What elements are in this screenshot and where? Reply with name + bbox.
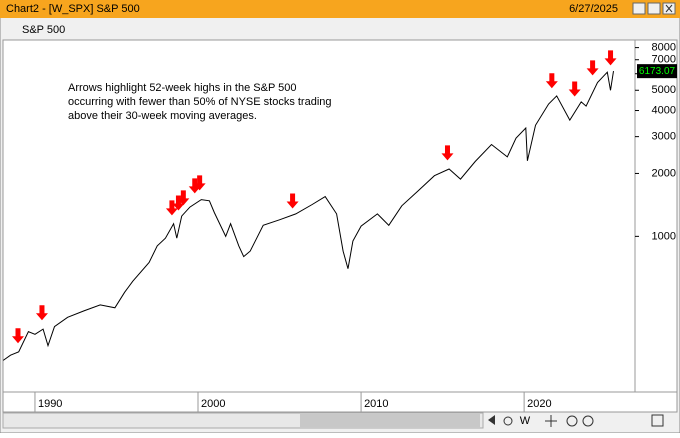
- scroll-thumb[interactable]: [300, 414, 480, 427]
- scroll-left[interactable]: [488, 415, 495, 425]
- y-tick-label: 7000: [652, 54, 676, 66]
- scrollbar[interactable]: W: [2, 412, 664, 429]
- high-arrow: [604, 50, 617, 66]
- y-tick-label: 1000: [652, 230, 676, 242]
- y-tick-label: 3000: [652, 131, 676, 143]
- pan-icon[interactable]: [545, 415, 557, 427]
- high-arrow: [586, 60, 599, 76]
- annotation: Arrows highlight 52-week highs in the S&…: [68, 82, 297, 94]
- x-axis-area: [2, 391, 678, 413]
- high-arrow: [177, 190, 190, 206]
- plot-area: [2, 39, 636, 393]
- y-tick-label: 8000: [652, 42, 676, 54]
- window-date: 6/27/2025: [569, 3, 618, 15]
- y-tick-label: 2000: [652, 167, 676, 179]
- window-controls[interactable]: [632, 2, 676, 15]
- close-icon: [665, 4, 673, 13]
- zoom-in[interactable]: [582, 415, 594, 427]
- high-arrow: [568, 81, 581, 97]
- price-line: [2, 71, 614, 361]
- high-arrow: [12, 328, 25, 344]
- high-arrow: [188, 178, 201, 194]
- x-tick-label: 2010: [364, 398, 388, 410]
- high-arrow: [545, 73, 558, 89]
- restore-button[interactable]: [647, 2, 661, 15]
- high-arrow: [165, 200, 178, 216]
- title-bar: [0, 0, 680, 18]
- high-arrow: [172, 195, 185, 211]
- x-tick-label: 1990: [38, 398, 62, 410]
- high-arrow: [35, 305, 48, 321]
- y-tick-label: 4000: [652, 104, 676, 116]
- toolbar-button[interactable]: W: [520, 415, 531, 427]
- series-label: S&P 500: [22, 24, 65, 36]
- x-tick-label: 2020: [527, 398, 551, 410]
- annotation: occurring with fewer than 50% of NYSE st…: [68, 96, 332, 108]
- high-arrow: [286, 193, 299, 209]
- zoom-icon[interactable]: [503, 416, 513, 426]
- high-arrow: [193, 175, 206, 191]
- y-axis-area: [634, 39, 678, 393]
- x-tick-label: 2000: [201, 398, 225, 410]
- y-tick-label: 5000: [652, 84, 676, 96]
- window-title: Chart2 - [W_SPX] S&P 500: [6, 3, 140, 15]
- settings-icon[interactable]: [651, 414, 664, 427]
- high-arrow: [441, 145, 454, 161]
- minimize-button[interactable]: [632, 2, 646, 15]
- last-value-box: [637, 64, 677, 79]
- annotation: above their 30-week moving averages.: [68, 110, 257, 122]
- zoom-out[interactable]: [566, 415, 578, 427]
- last-value-label: 6173.07: [639, 66, 676, 77]
